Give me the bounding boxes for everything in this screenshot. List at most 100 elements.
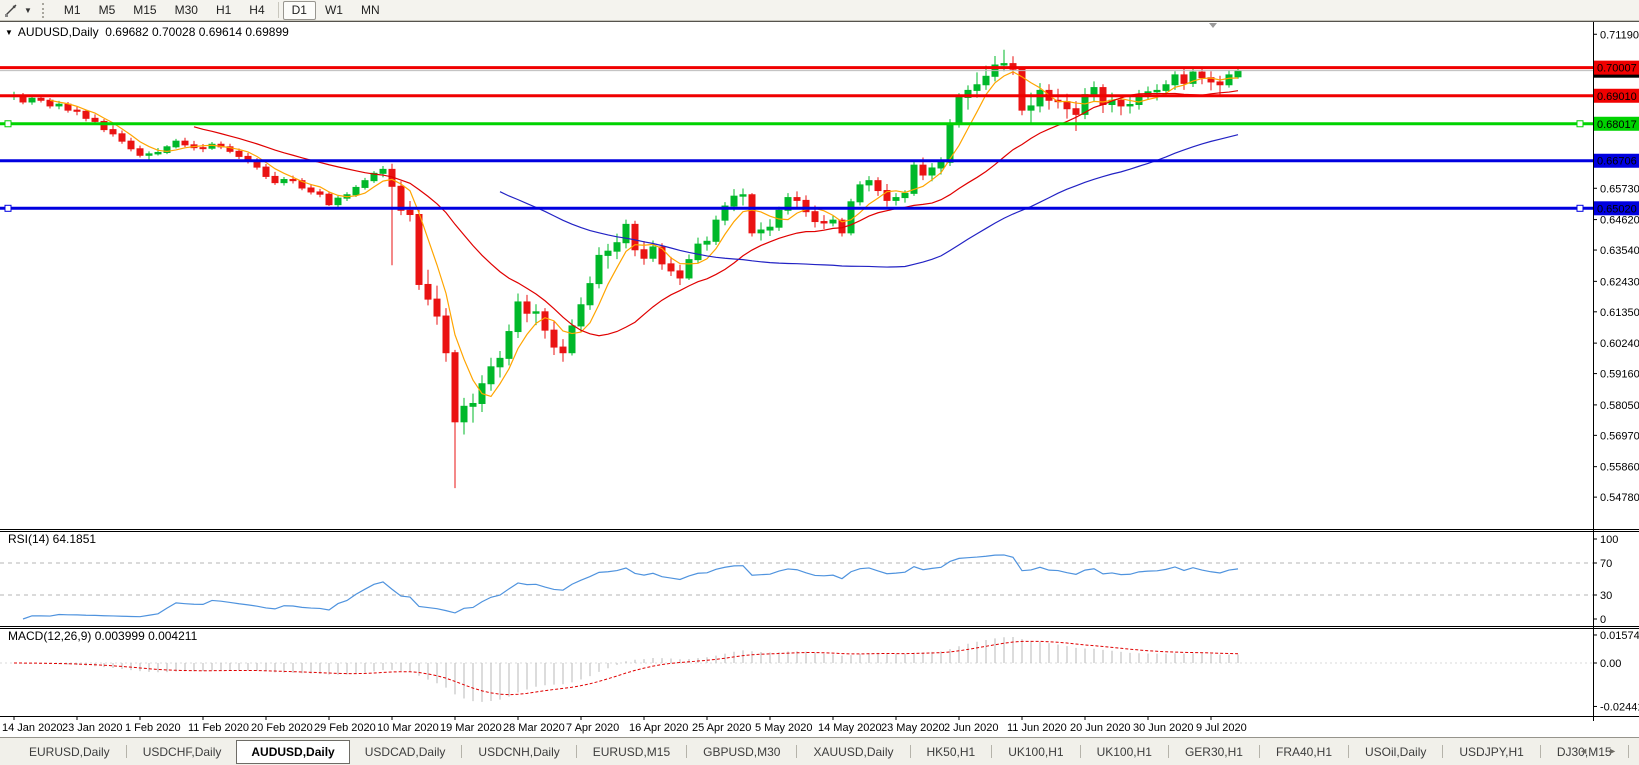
price-tick-label: 0.62430: [1600, 276, 1639, 288]
hline-handle[interactable]: [1576, 120, 1584, 128]
time-axis-label: 9 Jul 2020: [1196, 722, 1247, 734]
candle-body: [100, 120, 108, 131]
rsi-line: [22, 554, 1239, 620]
candle-body: [865, 180, 873, 186]
chart-tab-eurusd-m15[interactable]: EURUSD,M15: [592, 744, 671, 759]
time-axis-label: 29 Feb 2020: [314, 722, 376, 734]
candle-body: [226, 146, 234, 152]
candle-body: [901, 192, 909, 199]
chart-canvas[interactable]: 0.71190 0.65730 0.64620 0.63540 0.62430 0.613…: [0, 22, 1639, 738]
chart-tab-usdcnh-daily[interactable]: USDCNH,Daily: [478, 744, 560, 759]
rsi-scale-label: 0: [1600, 614, 1606, 626]
candle-body: [433, 298, 441, 317]
chart-window[interactable]: 0.71190 0.65730 0.64620 0.63540 0.62430 0.613…: [0, 21, 1639, 737]
chart-tab-dj30-m15[interactable]: DJ30,M15: [1556, 744, 1612, 759]
rsi-scale-label: 70: [1600, 558, 1612, 570]
timeframe-button-m5[interactable]: M5: [98, 2, 116, 17]
dropdown-caret-icon[interactable]: ▼: [24, 5, 32, 15]
candle-body: [28, 97, 36, 103]
chart-tab-usdchf-daily[interactable]: USDCHF,Daily: [142, 744, 222, 759]
candle-body: [748, 194, 756, 234]
price-tick-label: 0.63540: [1600, 245, 1639, 257]
candle-body: [298, 180, 306, 189]
rsi-scale-label: 100: [1600, 534, 1618, 546]
chart-tab-ger30-h1[interactable]: GER30,H1: [1184, 744, 1243, 759]
chart-tab-xauusd-daily[interactable]: XAUUSD,Daily: [813, 744, 894, 759]
candle-body: [352, 186, 360, 196]
candle-body: [721, 205, 729, 221]
tab-separator: [909, 745, 911, 758]
time-axis-label: 25 Apr 2020: [692, 722, 751, 734]
chart-tab-uk100-h1[interactable]: UK100,H1: [1008, 744, 1064, 759]
candle-body: [307, 187, 315, 193]
chart-title-caret-icon[interactable]: ▼: [5, 28, 13, 37]
toolbar-grip[interactable]: [41, 2, 47, 18]
candle-body: [622, 223, 630, 244]
candle-body: [595, 254, 603, 285]
chart-title: ▼ AUDUSD,Daily 0.69682 0.70028 0.69614 0.…: [5, 25, 289, 39]
candle-body: [469, 402, 477, 407]
candle-body: [631, 223, 639, 251]
candle-body: [964, 89, 972, 98]
candle-body: [1225, 74, 1233, 86]
chart-tab-usoil-daily[interactable]: USOil,Daily: [1365, 744, 1427, 759]
tab-separator: [1258, 745, 1260, 758]
timeframe-button-w1[interactable]: W1: [324, 2, 343, 17]
rsi-scale-label: 30: [1600, 590, 1612, 602]
time-axis-label: 19 Mar 2020: [440, 722, 502, 734]
timeframe-button-m30[interactable]: M30: [174, 2, 198, 17]
macd-indicator-label: MACD(12,26,9) 0.003999 0.004211: [8, 629, 198, 643]
candle-body: [397, 185, 405, 211]
candle-body: [919, 164, 927, 176]
chart-tab-eurusd-daily[interactable]: EURUSD,Daily: [29, 744, 110, 759]
price-tick-label: 0.65730: [1600, 183, 1639, 195]
chart-tab-gbpusd-m30[interactable]: GBPUSD,M30: [703, 744, 781, 759]
timeframe-button-h4[interactable]: H4: [249, 2, 265, 17]
hline-price-badge-text: 0.70007: [1597, 63, 1637, 75]
candle-body: [118, 133, 126, 142]
candle-body: [262, 166, 270, 177]
timeframe-button-mn[interactable]: MN: [360, 2, 380, 17]
candle-body: [811, 211, 819, 223]
chart-tab-audusd-daily[interactable]: AUDUSD,Daily: [236, 739, 350, 764]
candle-body: [568, 325, 576, 354]
candle-body: [145, 153, 153, 156]
candle-body: [874, 180, 882, 192]
candle-body: [1153, 89, 1161, 93]
hline-handle[interactable]: [4, 120, 12, 128]
candle-body: [37, 97, 45, 101]
candle-body: [136, 148, 144, 156]
hline-handle[interactable]: [4, 204, 12, 212]
timeframe-button-d1[interactable]: D1: [282, 0, 316, 20]
candle-body: [910, 164, 918, 194]
chart-tab-usdcad-daily[interactable]: USDCAD,Daily: [364, 744, 446, 759]
candle-body: [1216, 81, 1224, 86]
chart-tab-usdjpy-h1[interactable]: USDJPY,H1: [1459, 744, 1524, 759]
moving-average-55: [499, 134, 1239, 268]
tab-separator: [991, 745, 993, 758]
tab-separator: [1627, 745, 1629, 758]
candle-body: [730, 195, 738, 207]
tab-scroll-right-icon[interactable]: ►: [1608, 746, 1617, 756]
timeframe-button-m1[interactable]: M1: [63, 2, 81, 17]
chart-tab-uk100-h1[interactable]: UK100,H1: [1096, 744, 1152, 759]
hline-price-badge: [1594, 153, 1639, 168]
timeframe-button-m15[interactable]: M15: [133, 2, 157, 17]
candle-body: [379, 168, 387, 174]
tab-separator: [686, 745, 688, 758]
tab-scroll-left-icon[interactable]: ◄: [1579, 746, 1589, 756]
candle-body: [982, 75, 990, 86]
candle-body: [1000, 63, 1008, 66]
candle-body: [163, 146, 171, 153]
chart-tab-hk50-h1[interactable]: HK50,H1: [926, 744, 976, 759]
hline-handle[interactable]: [1576, 204, 1584, 212]
timeframe-button-h1[interactable]: H1: [215, 2, 232, 17]
time-axis-label: 20 Jun 2020: [1070, 722, 1131, 734]
time-axis-label: 10 Mar 2020: [377, 722, 439, 734]
chart-tab-fra40-h1[interactable]: FRA40,H1: [1275, 744, 1333, 759]
cursor-tool-button[interactable]: [4, 2, 21, 18]
rsi-indicator-label: RSI(14) 64.1851: [8, 532, 97, 546]
candle-body: [667, 263, 675, 272]
price-tick-label: 0.60240: [1600, 338, 1639, 350]
candle-body: [604, 250, 612, 256]
